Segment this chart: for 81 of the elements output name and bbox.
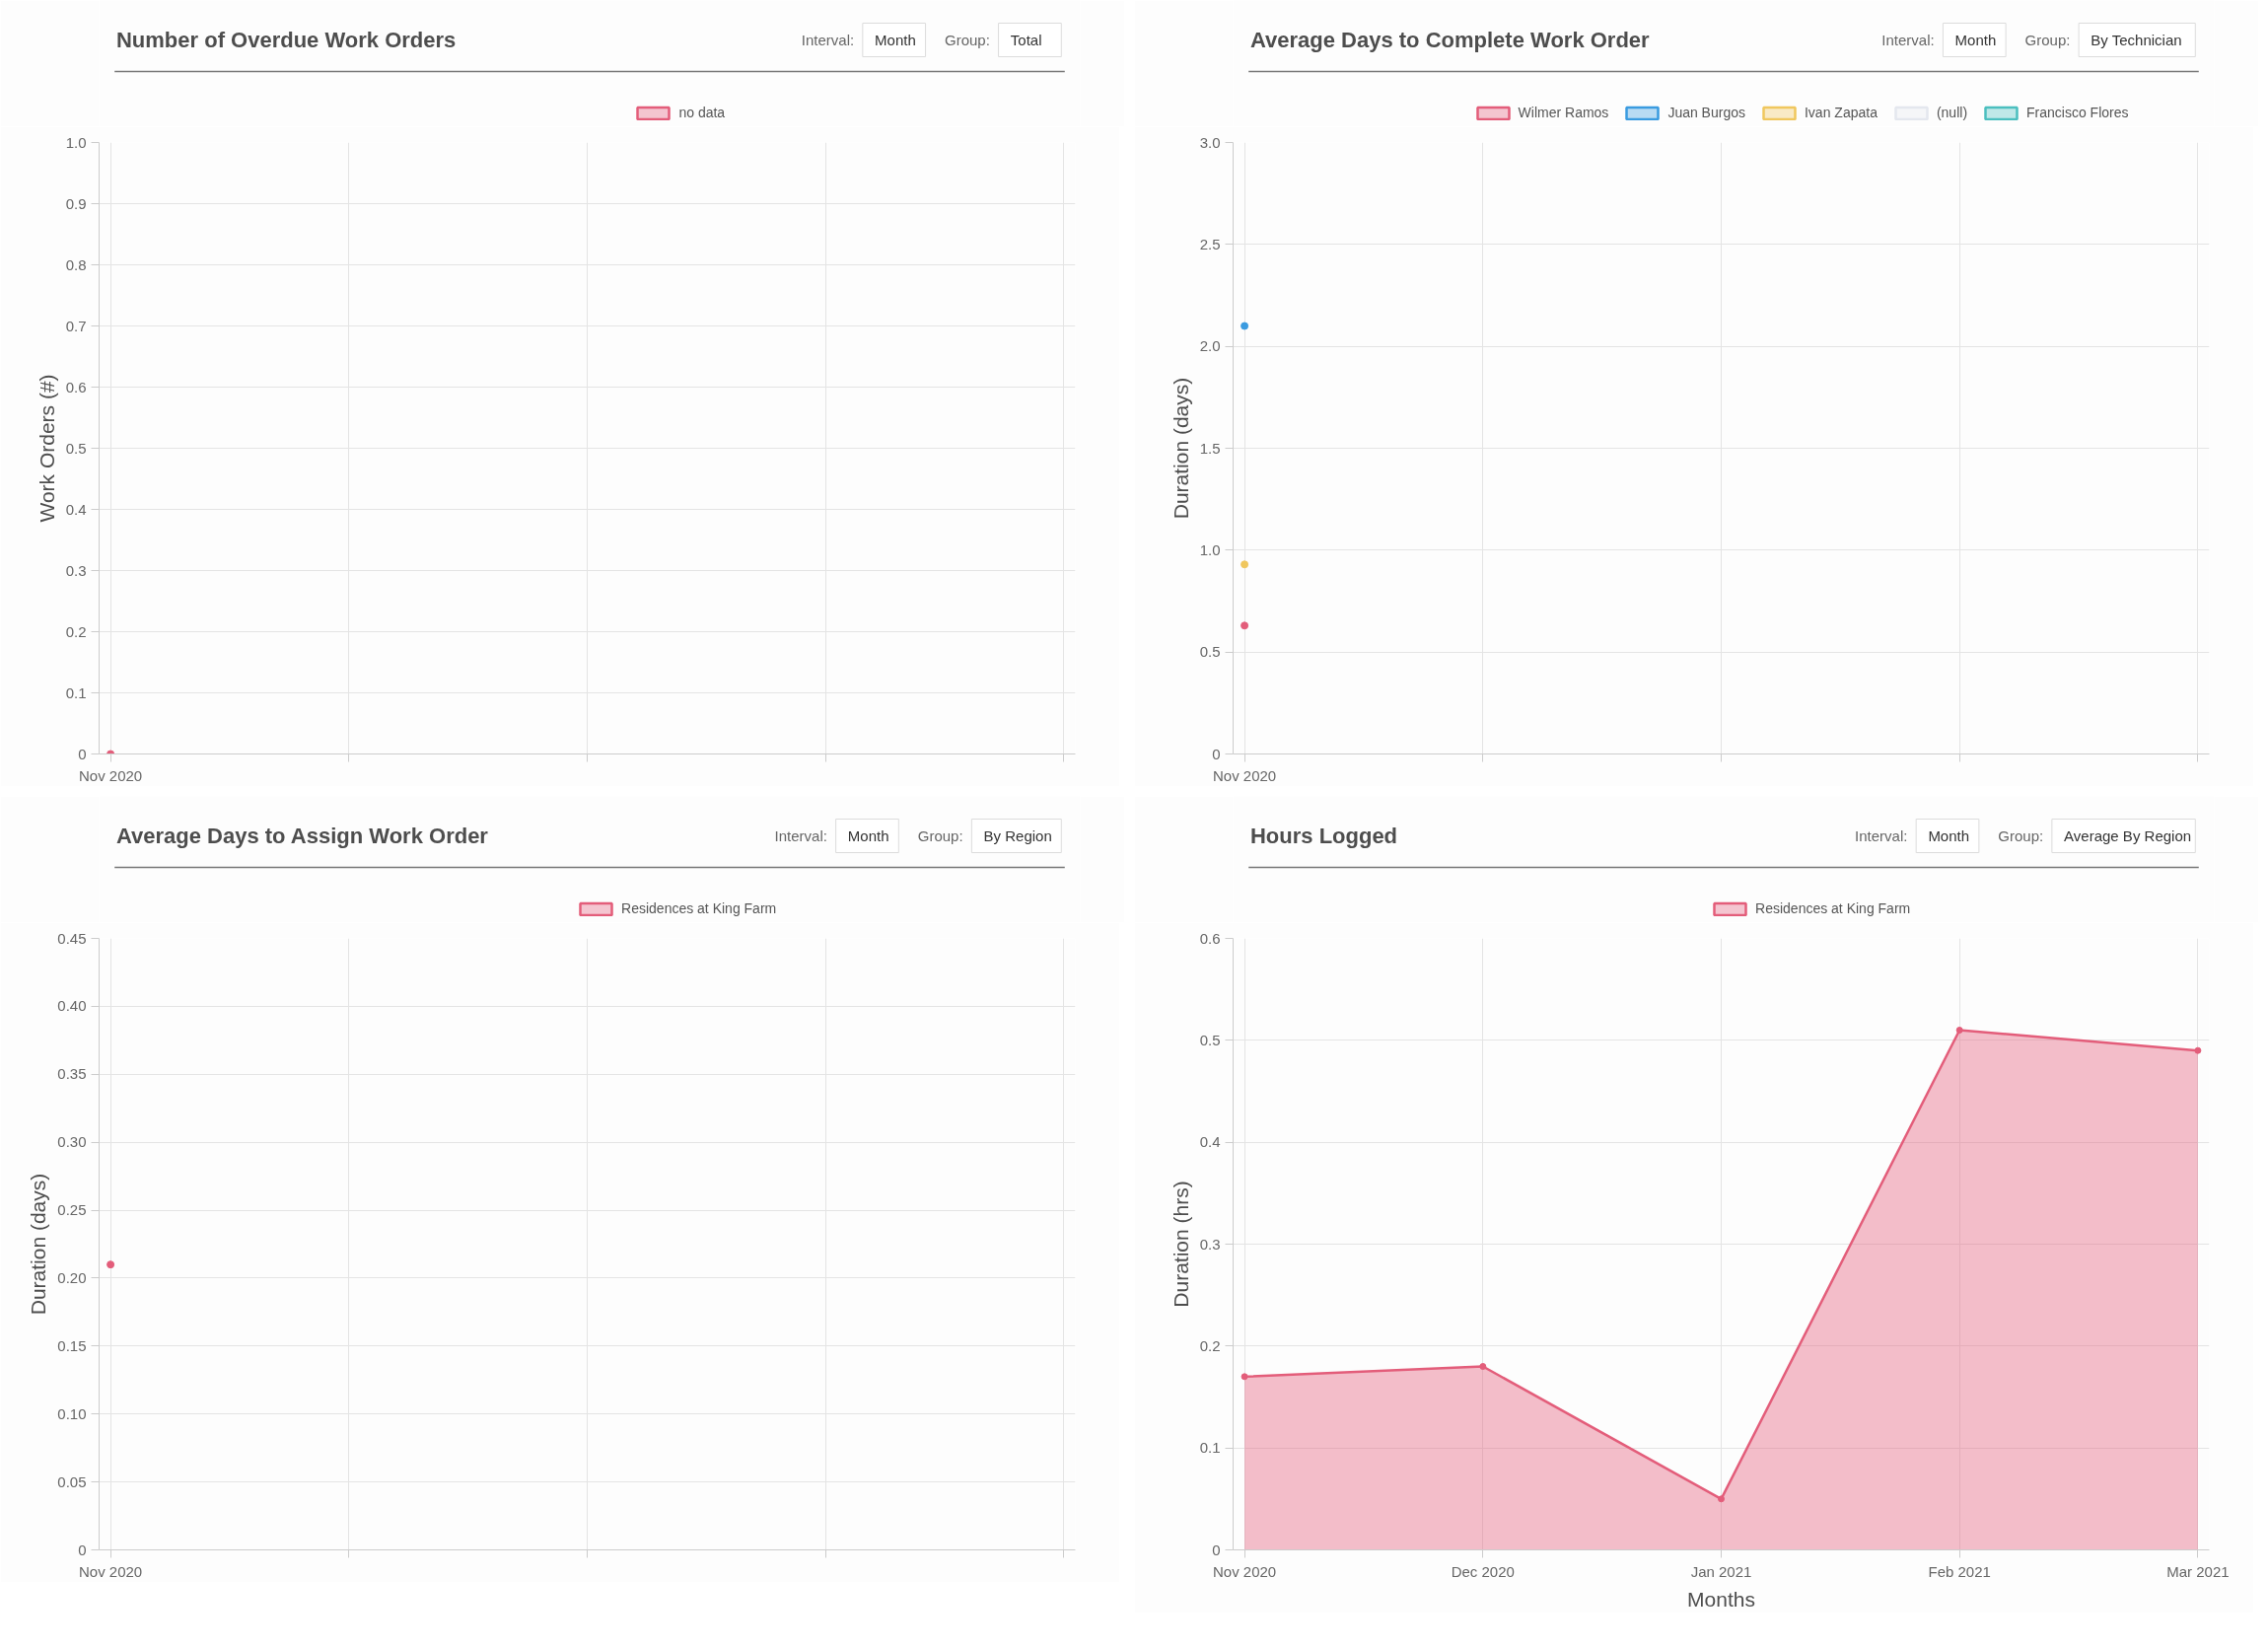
chart-title: Number of Overdue Work Orders — [115, 28, 457, 52]
x-tick-label: Nov 2020 — [79, 1562, 143, 1580]
y-tick-label: 0.15 — [57, 1336, 87, 1354]
y-tick-label: 0.6 — [1199, 929, 1221, 947]
text: Group: — [917, 827, 963, 844]
point — [1955, 1027, 1963, 1034]
point — [1479, 1363, 1487, 1370]
y-tick-label: 0.30 — [57, 1133, 87, 1151]
y-axis-title: Duration (days) — [1169, 377, 1192, 520]
legend-label: Residences at King Farm — [1755, 900, 1911, 916]
y-tick-label: 0.40 — [57, 997, 87, 1015]
chart-title: Hours Logged — [1249, 824, 1398, 848]
text: Group: — [2024, 32, 2071, 48]
y-tick-label: 0.10 — [57, 1404, 87, 1422]
y-tick-label: 0.9 — [65, 194, 87, 212]
y-tick-label: 3.0 — [1199, 133, 1221, 151]
text: Month — [847, 827, 889, 844]
text: Interval: — [1881, 32, 1935, 48]
y-tick-label: 0.20 — [57, 1268, 87, 1286]
text: Group: — [1998, 827, 2044, 844]
chart-title: Average Days to Assign Work Order — [115, 824, 489, 848]
y-tick-label: 0.45 — [57, 929, 87, 947]
text: Interval: — [801, 32, 855, 48]
y-tick-label: 2.5 — [1199, 235, 1221, 252]
x-tick-label: Nov 2020 — [1213, 1562, 1277, 1580]
y-tick-label: 0.3 — [65, 561, 87, 579]
legend-label: Ivan Zapata — [1804, 105, 1878, 120]
legend-label: Wilmer Ramos — [1518, 105, 1609, 120]
x-tick-label: Mar 2021 — [2166, 1562, 2230, 1580]
text: Interval: — [774, 827, 827, 844]
legend-label: Juan Burgos — [1667, 105, 1745, 120]
x-tick-label: Nov 2020 — [1213, 766, 1277, 784]
y-axis-title: Duration (days) — [27, 1173, 50, 1316]
x-axis-title: Months — [1687, 1587, 1755, 1611]
text: Month — [875, 32, 916, 48]
x-tick-label: Feb 2021 — [1928, 1562, 1991, 1580]
x-tick-label: Nov 2020 — [79, 766, 143, 784]
y-tick-label: 0.2 — [1199, 1336, 1221, 1354]
y-tick-label: 0.5 — [1199, 643, 1221, 661]
y-tick-label: 0.05 — [57, 1472, 87, 1490]
y-tick-label: 0.35 — [57, 1065, 87, 1083]
y-tick-label: 0.4 — [1199, 1133, 1221, 1151]
y-tick-label: 0.2 — [65, 622, 87, 640]
point — [2194, 1046, 2202, 1054]
legend-label: Francisco Flores — [2026, 105, 2129, 120]
text: Total — [1010, 32, 1042, 48]
y-tick-label: 0.7 — [65, 317, 87, 334]
legend-label: no data — [678, 105, 726, 120]
y-tick-label: 0.4 — [65, 500, 87, 518]
point — [1240, 1373, 1248, 1381]
y-tick-label: 0.1 — [1199, 1439, 1221, 1457]
text: Month — [1954, 32, 1997, 48]
text: By Technician — [2091, 32, 2182, 48]
y-tick-label: 0.8 — [65, 255, 87, 273]
x-tick-label: Jan 2021 — [1690, 1562, 1752, 1580]
y-tick-label: 0.1 — [65, 683, 87, 701]
point — [1718, 1495, 1725, 1503]
y-tick-label: 0 — [1212, 745, 1221, 762]
text: By Region — [983, 827, 1052, 844]
legend-label: Residences at King Farm — [621, 900, 777, 916]
text: Interval: — [1855, 827, 1908, 844]
y-tick-label: 0.3 — [1199, 1235, 1221, 1253]
y-tick-label: 0.6 — [65, 378, 87, 395]
y-tick-label: 1.0 — [65, 133, 87, 151]
x-tick-label: Dec 2020 — [1451, 1562, 1515, 1580]
y-tick-label: 0.5 — [1199, 1031, 1221, 1048]
y-tick-label: 1.0 — [1199, 540, 1221, 558]
y-axis-title: Work Orders (#) — [35, 374, 58, 523]
legend-label: (null) — [1936, 105, 1968, 120]
y-tick-label: 0 — [1212, 1541, 1221, 1558]
chart-title: Average Days to Complete Work Order — [1249, 28, 1651, 52]
y-tick-label: 0 — [78, 1541, 87, 1558]
y-axis-title: Duration (hrs) — [1169, 1181, 1192, 1308]
text: Month — [1928, 827, 1970, 844]
y-tick-label: 0 — [78, 745, 87, 762]
y-tick-label: 0.25 — [57, 1201, 87, 1219]
y-tick-label: 1.5 — [1199, 439, 1221, 457]
y-tick-label: 0.5 — [65, 439, 87, 457]
y-tick-label: 2.0 — [1199, 337, 1221, 355]
text: Average By Region — [2064, 827, 2192, 844]
text: Group: — [945, 32, 990, 48]
